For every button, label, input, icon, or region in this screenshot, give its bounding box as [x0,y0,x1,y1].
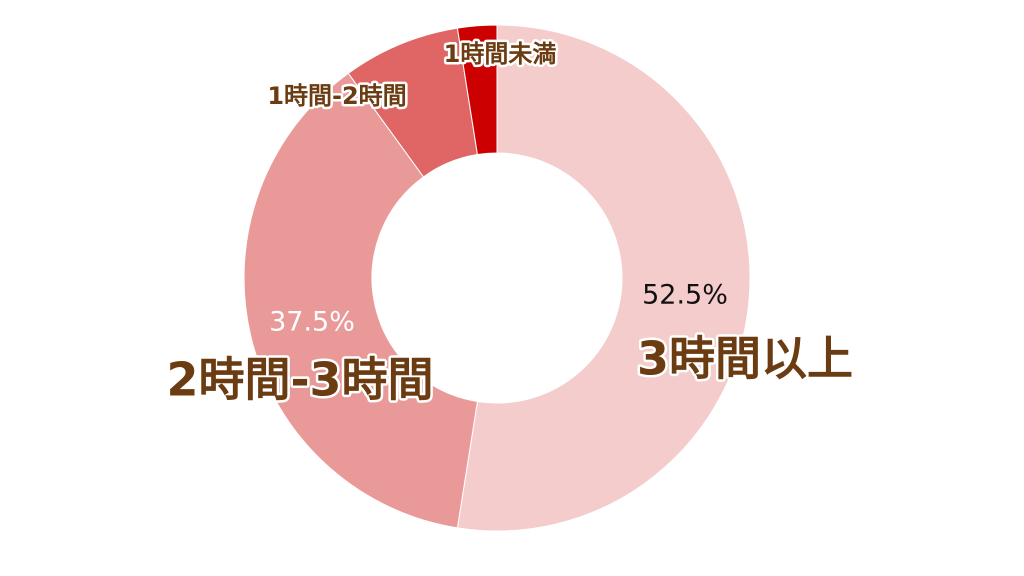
category-label: 2時間-3時間 [166,353,433,407]
donut-slice [456,24,498,156]
value-label: 37.5% [269,307,355,338]
donut-slice [456,24,751,532]
category-label: 1時間-2時間 [267,82,406,110]
value-label: 52.5% [642,280,728,311]
donut-slice [243,72,479,529]
category-label: 1時間未満 [444,40,557,68]
category-label: 3時間以上 [637,332,853,386]
